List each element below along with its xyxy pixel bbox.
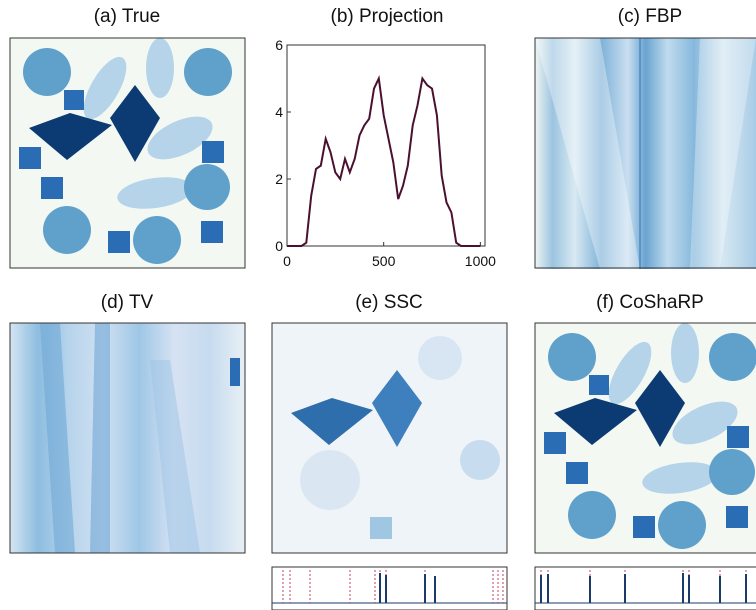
x-tick-label: 500 <box>372 253 396 269</box>
cosharp-image <box>535 323 756 553</box>
chart-title: (b) Projection <box>331 6 444 27</box>
y-tick-label: 2 <box>275 171 283 187</box>
ssc-coefficients <box>272 567 507 610</box>
figure: (a) True (b) Projection (c) FBP (d) TV (… <box>0 0 756 610</box>
cosharp-coefficients <box>535 567 756 610</box>
fbp-image <box>535 38 756 269</box>
panel-title: (f) CoShaRP <box>596 292 704 313</box>
ssc-image <box>272 323 507 553</box>
panel-title: (e) SSC <box>355 292 423 313</box>
y-tick-label: 0 <box>275 238 283 254</box>
panel-title: (a) True <box>94 6 161 27</box>
tv-image <box>10 323 245 553</box>
panel-title: (d) TV <box>101 292 154 313</box>
y-tick-label: 4 <box>275 104 283 120</box>
plot-area <box>287 45 485 246</box>
x-tick-label: 0 <box>283 253 291 269</box>
panel-title: (c) FBP <box>618 6 682 27</box>
x-tick-label: 1000 <box>465 253 496 269</box>
y-tick-label: 6 <box>275 37 283 53</box>
true-image <box>10 38 245 268</box>
